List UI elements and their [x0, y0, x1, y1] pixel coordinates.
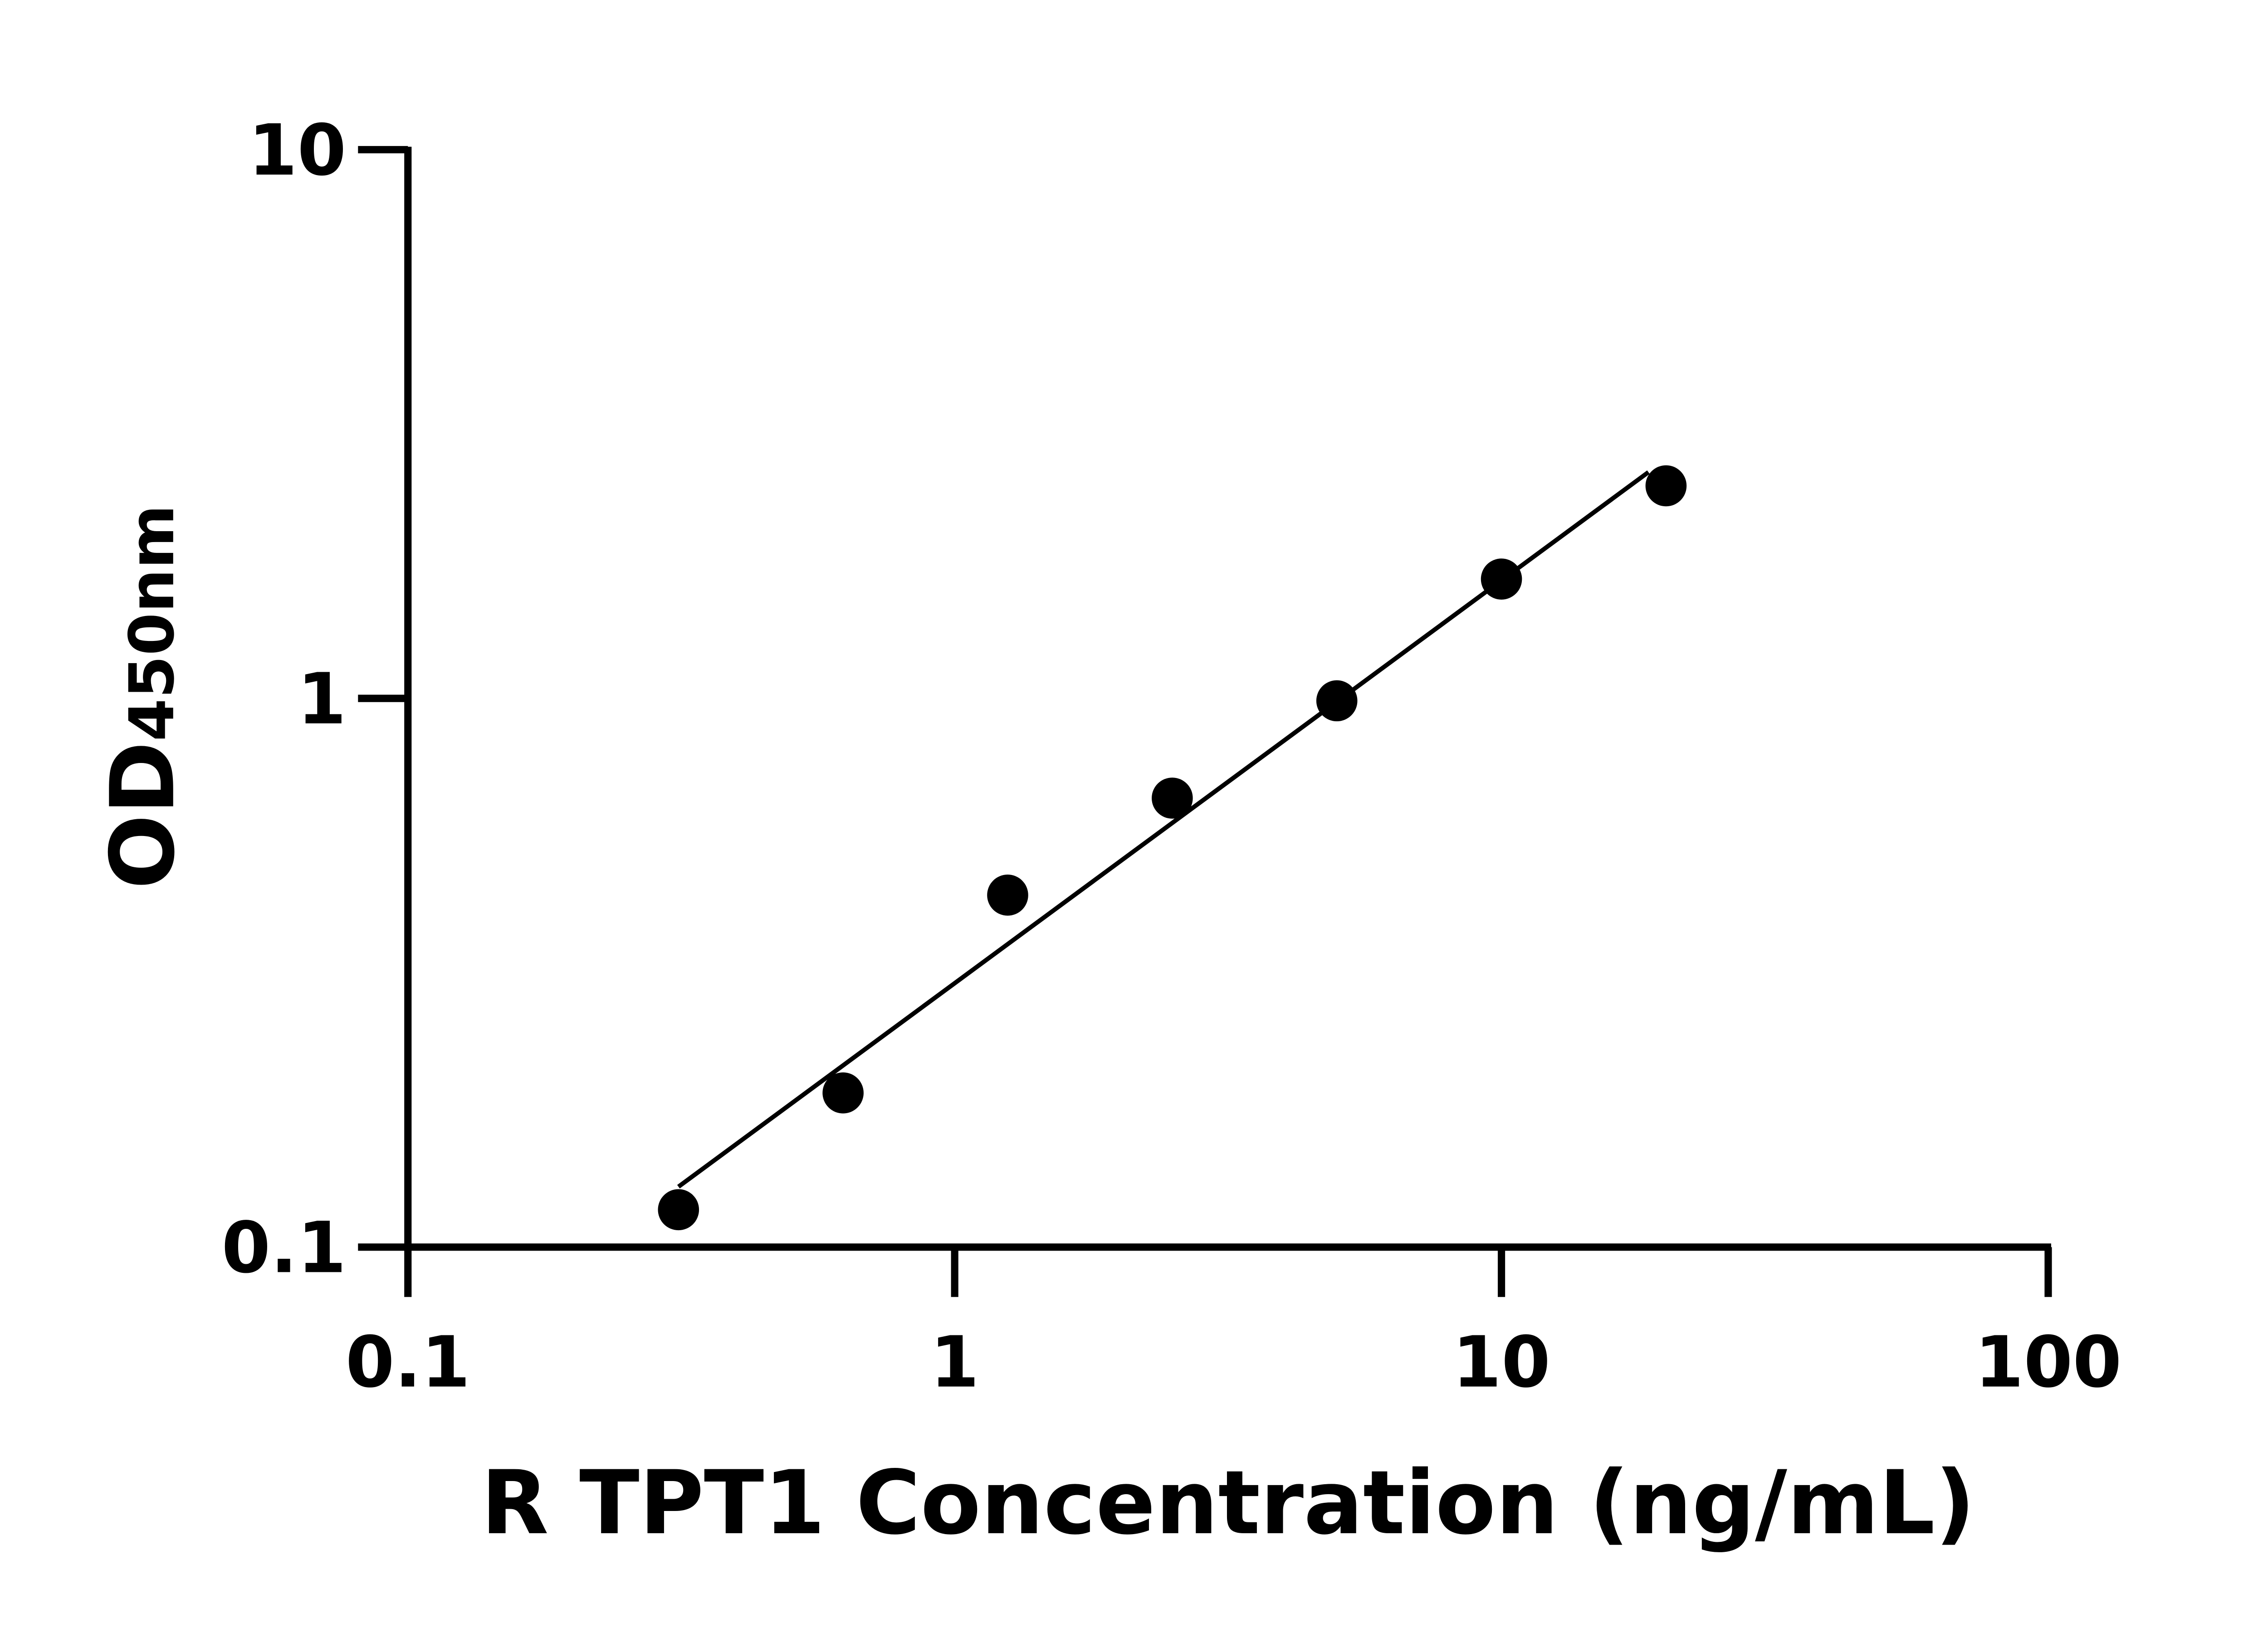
y-axis-label: OD450nm — [92, 504, 194, 889]
data-point — [822, 1072, 864, 1114]
y-axis-label-sub: 450nm — [117, 504, 188, 741]
x-tick-label: 100 — [1975, 1321, 2121, 1403]
data-point — [1645, 465, 1687, 507]
y-tick-label: 0.1 — [221, 1207, 346, 1289]
data-point — [1316, 680, 1358, 722]
x-tick-label: 0.1 — [346, 1321, 470, 1403]
data-point — [1481, 558, 1522, 600]
y-tick-label: 10 — [248, 109, 346, 191]
x-tick-label: 1 — [930, 1321, 979, 1403]
data-point — [1152, 777, 1193, 819]
data-point — [658, 1189, 699, 1231]
svg-text:OD450nm: OD450nm — [92, 504, 194, 889]
y-tick-label: 1 — [297, 658, 346, 740]
x-axis-label: R TPT1 Concentration (ng/mL) — [481, 1452, 1975, 1554]
data-point — [987, 875, 1028, 916]
axes — [404, 147, 2051, 1251]
y-axis-label-main: OD — [92, 741, 194, 889]
x-tick-label: 10 — [1452, 1321, 1550, 1403]
